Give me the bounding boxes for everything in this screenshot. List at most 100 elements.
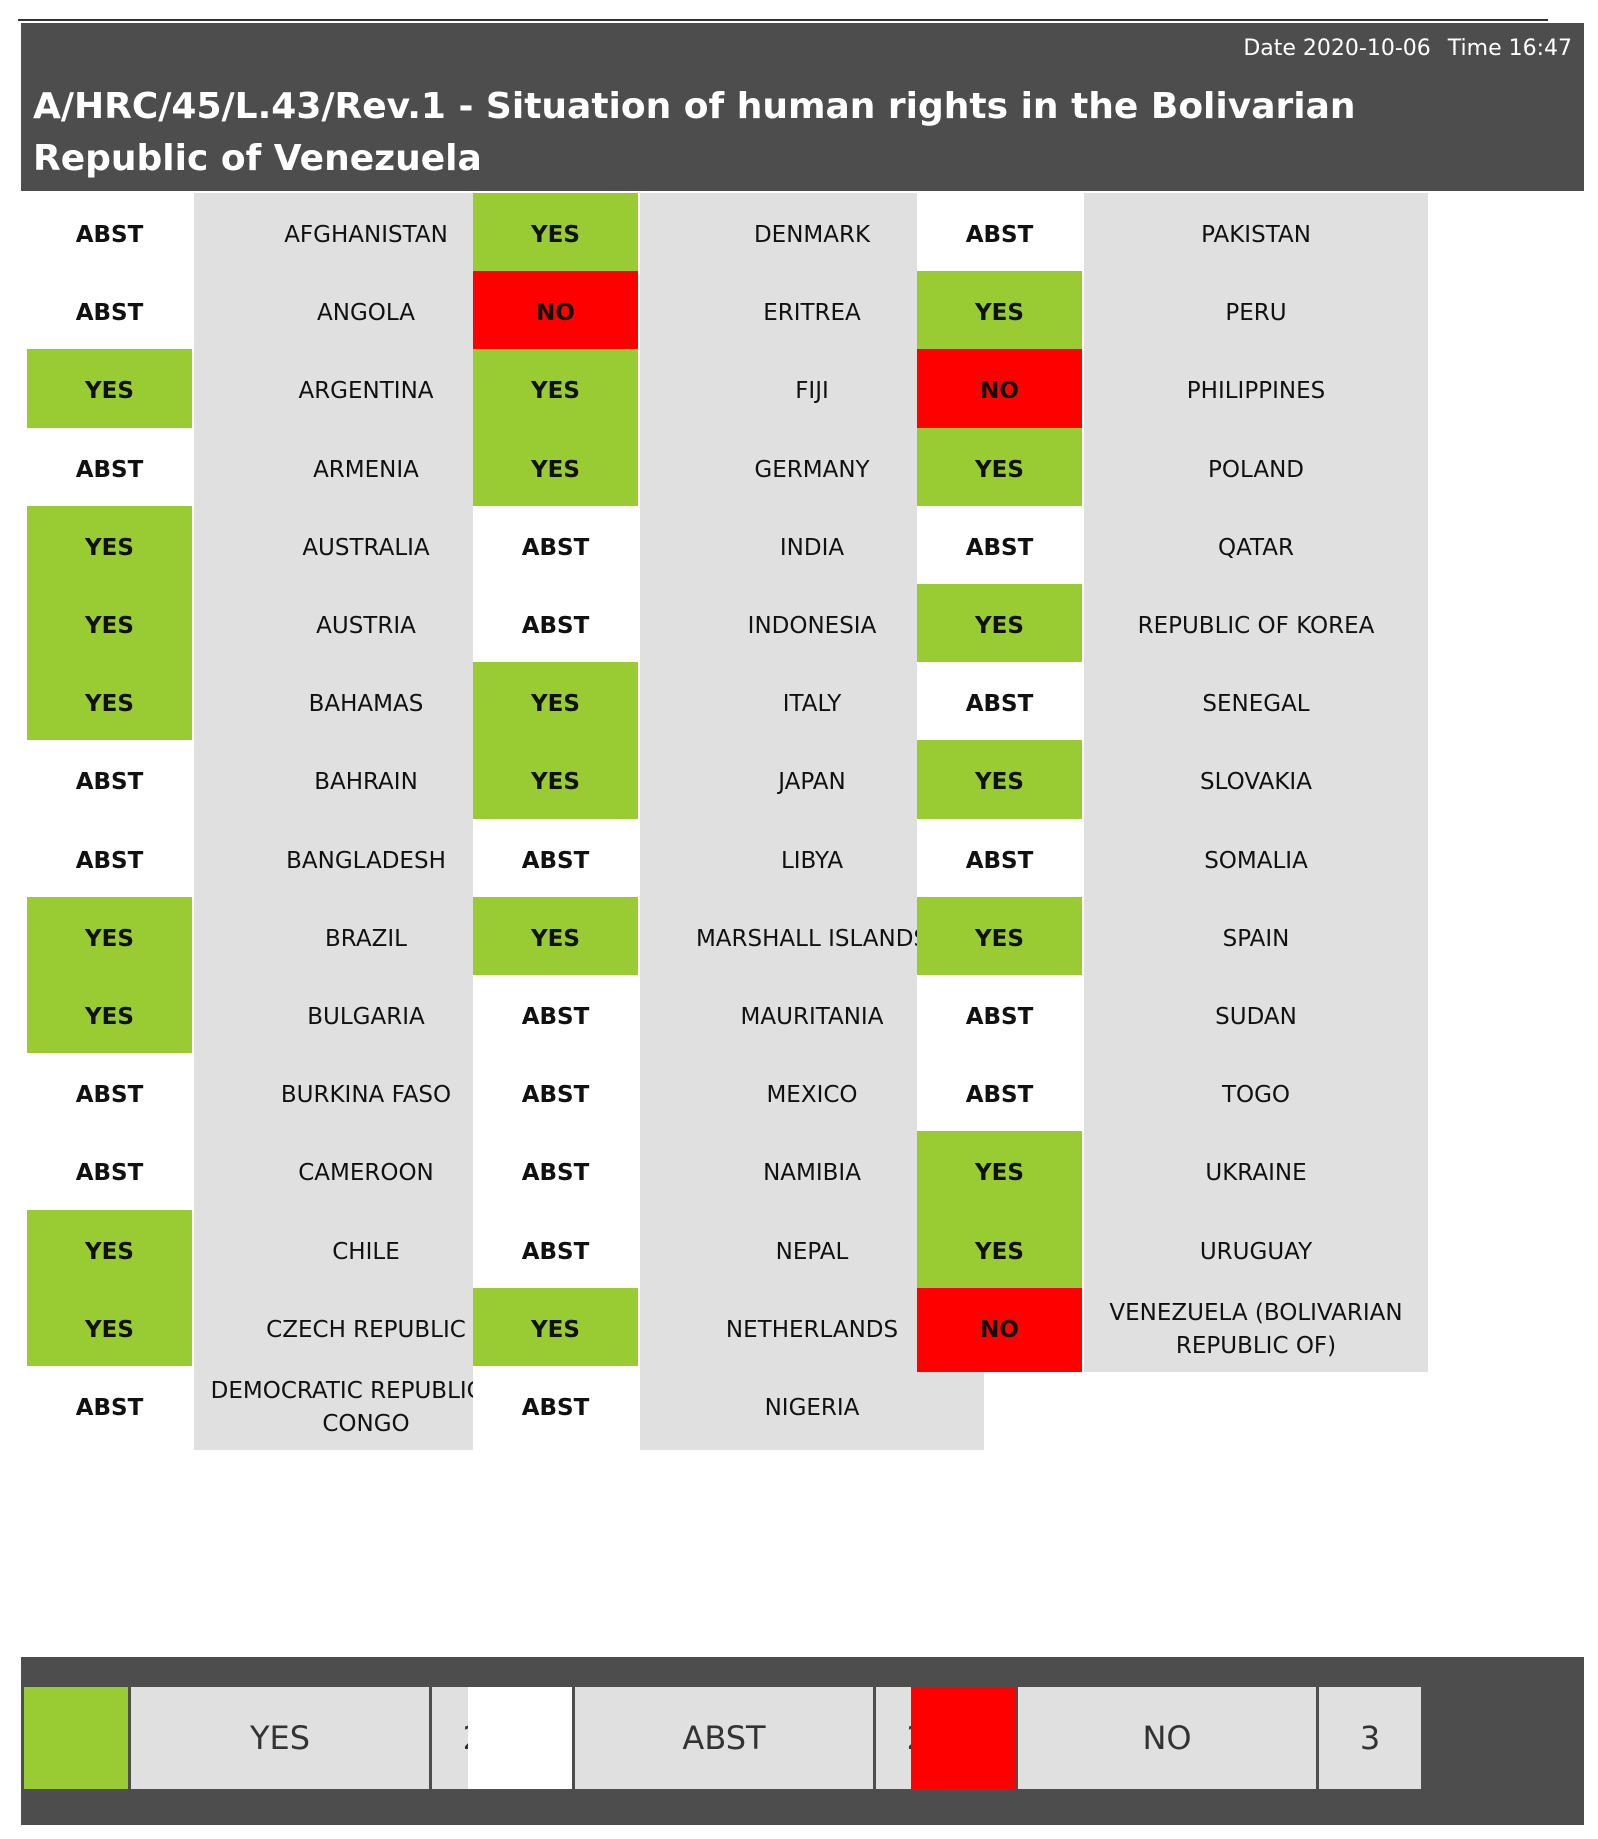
vote-value: YES: [27, 506, 192, 590]
vote-value: YES: [473, 740, 638, 824]
totals-bar: YES22ABST22NO3: [21, 1657, 1584, 1825]
country-name: PHILIPPINES: [1084, 349, 1428, 433]
vote-value: ABST: [917, 193, 1082, 277]
vote-value: YES: [917, 740, 1082, 824]
tally-label: ABST: [575, 1687, 873, 1789]
top-rule: [18, 19, 1548, 21]
vote-row: YES SLOVAKIA: [911, 740, 1428, 824]
vote-row: ABST INDONESIA: [467, 584, 984, 668]
vote-value: YES: [917, 897, 1082, 981]
vote-value: YES: [473, 897, 638, 981]
vote-value: YES: [473, 662, 638, 746]
tally-count: 3: [1319, 1687, 1421, 1789]
vote-value: ABST: [917, 662, 1082, 746]
vote-row: YES AUSTRIA: [21, 584, 538, 668]
vote-value: ABST: [917, 1053, 1082, 1137]
country-name: PAKISTAN: [1084, 193, 1428, 277]
vote-row: ABST PAKISTAN: [911, 193, 1428, 277]
vote-value: ABST: [27, 271, 192, 355]
vote-row: YES BRAZIL: [21, 897, 538, 981]
vote-value: YES: [27, 584, 192, 668]
vote-row: YES ARGENTINA: [21, 349, 538, 433]
vote-value: YES: [917, 271, 1082, 355]
vote-row: NO VENEZUELA (BOLIVARIAN REPUBLIC OF): [911, 1288, 1428, 1372]
vote-row: ABST AFGHANISTAN: [21, 193, 538, 277]
tally-label: YES: [131, 1687, 429, 1789]
vote-row: ABST CAMEROON: [21, 1131, 538, 1215]
vote-value: YES: [473, 349, 638, 433]
vote-row: YES FIJI: [467, 349, 984, 433]
vote-row: YES CZECH REPUBLIC: [21, 1288, 538, 1372]
vote-row: YES POLAND: [911, 428, 1428, 512]
vote-row: YES PERU: [911, 271, 1428, 355]
vote-value: ABST: [473, 1210, 638, 1294]
vote-value: YES: [27, 975, 192, 1059]
vote-row: YES AUSTRALIA: [21, 506, 538, 590]
date-label: Date 2020-10-06: [1243, 36, 1431, 61]
tally-abst: ABST22: [468, 1687, 978, 1789]
vote-value: YES: [917, 1131, 1082, 1215]
country-name: SPAIN: [1084, 897, 1428, 981]
vote-value: ABST: [473, 506, 638, 590]
vote-row: ABST TOGO: [911, 1053, 1428, 1137]
vote-value: YES: [917, 428, 1082, 512]
vote-row: ABST NAMIBIA: [467, 1131, 984, 1215]
vote-row: ABST LIBYA: [467, 819, 984, 903]
vote-value: ABST: [27, 1366, 192, 1450]
vote-row: NO PHILIPPINES: [911, 349, 1428, 433]
vote-row: YES BAHAMAS: [21, 662, 538, 746]
vote-value: NO: [917, 1288, 1082, 1372]
vote-row: ABST ANGOLA: [21, 271, 538, 355]
country-name: URUGUAY: [1084, 1210, 1428, 1294]
vote-value: NO: [473, 271, 638, 355]
vote-row: ABST BURKINA FASO: [21, 1053, 538, 1137]
vote-row: YES JAPAN: [467, 740, 984, 824]
tally-label: NO: [1018, 1687, 1316, 1789]
vote-value: ABST: [27, 819, 192, 903]
vote-row: ABST BAHRAIN: [21, 740, 538, 824]
resolution-title: A/HRC/45/L.43/Rev.1 - Situation of human…: [33, 86, 1356, 179]
vote-value: YES: [917, 1210, 1082, 1294]
vote-value: ABST: [917, 819, 1082, 903]
country-name: POLAND: [1084, 428, 1428, 512]
vote-row: NO ERITREA: [467, 271, 984, 355]
vote-value: ABST: [473, 584, 638, 668]
vote-row: YES UKRAINE: [911, 1131, 1428, 1215]
vote-value: YES: [473, 428, 638, 512]
vote-row: YES BULGARIA: [21, 975, 538, 1059]
date-time: Date 2020-10-06 Time 16:47: [1233, 36, 1572, 61]
vote-value: ABST: [27, 1053, 192, 1137]
vote-value: YES: [473, 1288, 638, 1372]
vote-row: YES CHILE: [21, 1210, 538, 1294]
vote-row: YES REPUBLIC OF KOREA: [911, 584, 1428, 668]
vote-row: YES MARSHALL ISLANDS: [467, 897, 984, 981]
vote-value: ABST: [27, 428, 192, 512]
country-name: SENEGAL: [1084, 662, 1428, 746]
vote-row: YES SPAIN: [911, 897, 1428, 981]
vote-value: ABST: [917, 975, 1082, 1059]
vote-row: ABST BANGLADESH: [21, 819, 538, 903]
tally-swatch: [911, 1687, 1015, 1789]
country-name: NIGERIA: [640, 1366, 984, 1450]
vote-row: YES NETHERLANDS: [467, 1288, 984, 1372]
vote-row: ABST MEXICO: [467, 1053, 984, 1137]
tally-swatch: [24, 1687, 128, 1789]
vote-row: YES GERMANY: [467, 428, 984, 512]
country-name: QATAR: [1084, 506, 1428, 590]
tally-no: NO 3: [911, 1687, 1421, 1789]
vote-row: ABST ARMENIA: [21, 428, 538, 512]
vote-value: ABST: [473, 819, 638, 903]
vote-row: YES URUGUAY: [911, 1210, 1428, 1294]
vote-value: ABST: [917, 506, 1082, 590]
vote-row: YES DENMARK: [467, 193, 984, 277]
vote-row: ABST QATAR: [911, 506, 1428, 590]
vote-value: YES: [27, 1210, 192, 1294]
vote-value: ABST: [473, 975, 638, 1059]
tally-yes: YES22: [24, 1687, 534, 1789]
vote-value: ABST: [27, 193, 192, 277]
vote-row: ABST MAURITANIA: [467, 975, 984, 1059]
vote-row: ABST SUDAN: [911, 975, 1428, 1059]
vote-value: ABST: [473, 1131, 638, 1215]
country-name: REPUBLIC OF KOREA: [1084, 584, 1428, 668]
country-name: PERU: [1084, 271, 1428, 355]
